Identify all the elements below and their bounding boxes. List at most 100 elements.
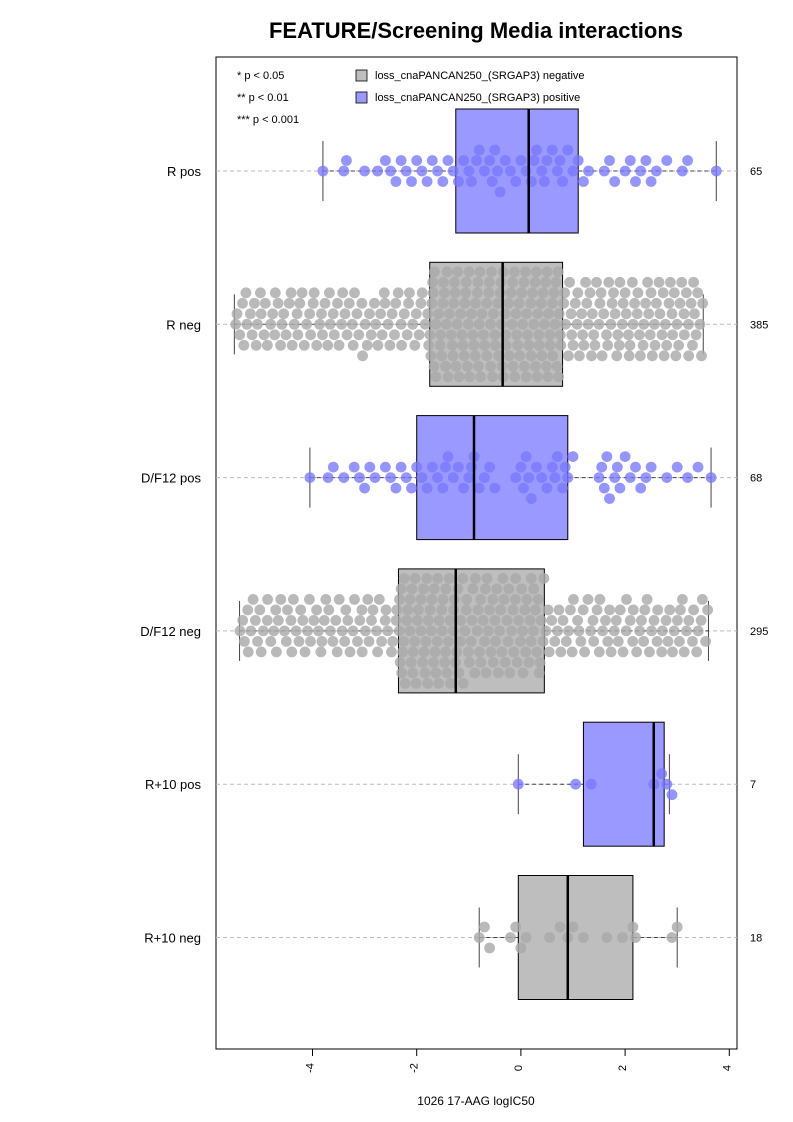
count-label: 295 xyxy=(750,626,768,638)
data-point xyxy=(710,165,722,177)
data-point xyxy=(464,657,475,668)
data-point xyxy=(489,144,501,156)
data-point xyxy=(398,573,410,584)
data-point xyxy=(432,165,443,177)
data-point xyxy=(457,339,469,351)
data-point xyxy=(394,594,405,605)
data-point xyxy=(305,329,316,341)
data-point xyxy=(525,573,537,584)
data-point xyxy=(416,287,428,299)
data-point xyxy=(664,604,676,616)
data-point xyxy=(367,604,379,616)
data-point xyxy=(594,594,606,605)
data-point xyxy=(411,155,423,166)
data-point xyxy=(410,308,422,320)
data-point xyxy=(507,604,519,616)
data-point xyxy=(493,667,504,679)
data-point xyxy=(415,625,427,637)
data-point xyxy=(240,287,252,299)
data-point xyxy=(651,297,662,309)
data-point xyxy=(402,604,414,616)
data-point xyxy=(478,329,489,341)
data-point xyxy=(349,594,360,605)
data-point xyxy=(473,360,484,372)
data-point xyxy=(311,604,322,616)
data-point xyxy=(325,625,336,637)
data-point xyxy=(663,297,675,309)
category-label: R pos xyxy=(167,164,201,179)
data-point xyxy=(517,318,528,330)
data-point xyxy=(687,339,698,351)
data-point xyxy=(429,646,441,658)
data-point xyxy=(531,646,543,658)
data-point xyxy=(379,615,391,626)
data-point xyxy=(563,625,574,637)
data-point xyxy=(479,636,490,647)
data-point xyxy=(525,636,537,647)
data-point xyxy=(407,646,419,658)
data-point xyxy=(255,646,267,658)
data-point xyxy=(346,318,358,330)
data-point xyxy=(560,636,572,647)
data-point xyxy=(401,615,413,626)
data-point xyxy=(440,583,452,595)
x-tick-label: 4 xyxy=(721,1065,733,1071)
data-point xyxy=(376,636,387,647)
data-point xyxy=(391,604,403,616)
data-point xyxy=(694,318,706,330)
data-point xyxy=(505,287,517,299)
data-point xyxy=(447,165,459,177)
data-point xyxy=(349,287,360,299)
data-point xyxy=(640,297,651,309)
data-point xyxy=(510,176,522,187)
data-point xyxy=(496,646,508,658)
data-point xyxy=(593,318,605,330)
data-point xyxy=(515,942,527,954)
data-point xyxy=(465,636,477,647)
data-point xyxy=(288,318,300,330)
data-point xyxy=(270,604,282,616)
data-point xyxy=(586,350,597,362)
data-point xyxy=(413,329,425,341)
data-point xyxy=(455,615,467,626)
data-point xyxy=(469,573,481,584)
data-point xyxy=(439,657,451,668)
data-point xyxy=(492,165,503,177)
data-point xyxy=(333,339,345,351)
data-point xyxy=(565,604,576,616)
data-point xyxy=(447,625,459,637)
data-point xyxy=(683,350,695,362)
data-point xyxy=(428,657,439,668)
data-point xyxy=(339,636,351,647)
data-point xyxy=(331,646,343,658)
data-point xyxy=(453,371,465,383)
data-point xyxy=(393,625,405,637)
data-point xyxy=(435,329,446,341)
data-point xyxy=(475,594,486,605)
data-point xyxy=(497,573,509,584)
data-point xyxy=(528,583,540,595)
data-point xyxy=(488,308,499,320)
data-point xyxy=(392,287,404,299)
data-point xyxy=(351,308,363,320)
data-point xyxy=(672,615,683,626)
data-point xyxy=(339,308,351,320)
data-point xyxy=(347,339,359,351)
data-point xyxy=(520,266,531,278)
data-point xyxy=(278,308,290,320)
data-point xyxy=(583,165,594,177)
data-point xyxy=(317,329,328,341)
data-point xyxy=(617,932,628,943)
data-point xyxy=(352,636,363,647)
data-point xyxy=(466,176,477,187)
data-point xyxy=(348,461,360,473)
data-point xyxy=(323,604,335,616)
data-point xyxy=(544,932,555,943)
data-point xyxy=(430,371,442,383)
data-point xyxy=(682,155,693,166)
data-point xyxy=(442,371,454,383)
data-point xyxy=(426,594,438,605)
data-point xyxy=(354,472,365,483)
data-point xyxy=(359,318,371,330)
data-point xyxy=(342,615,354,626)
